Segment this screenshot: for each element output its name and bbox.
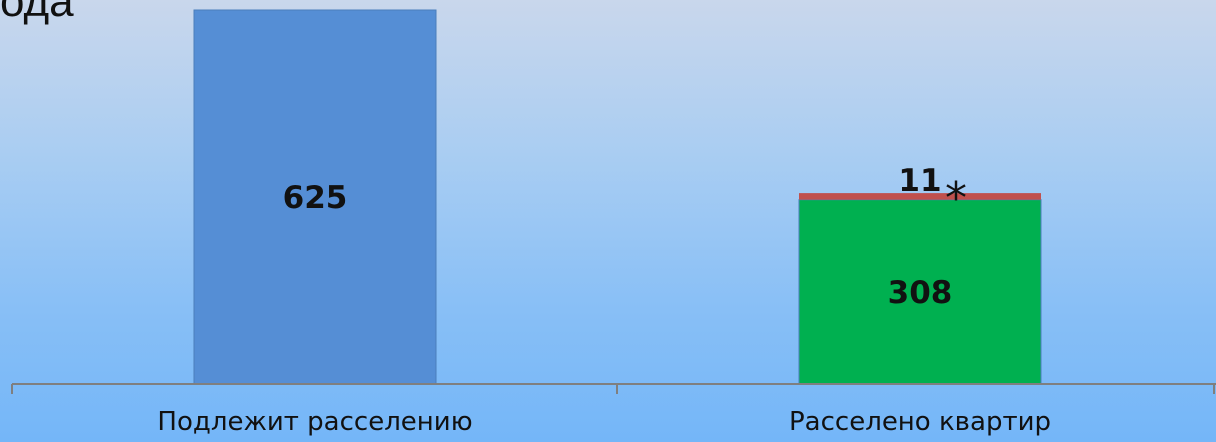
category-labels: Подлежит расселению Расселено квартир (157, 407, 1051, 437)
labels-layer: 625 308 11 * (283, 163, 967, 311)
data-label-625: 625 (283, 180, 348, 216)
heading-fragment: ода (0, 0, 74, 26)
category-label-1: Подлежит расселению (157, 407, 472, 437)
bars-layer (193, 9, 1042, 385)
data-label-11: 11 (898, 163, 941, 199)
category-label-2: Расселено квартир (789, 407, 1051, 437)
annotation-asterisk: * (945, 173, 967, 224)
bar-2-segment-2 (799, 193, 1041, 200)
bar-2-segment-1 (798, 199, 1042, 385)
bar-1-segment-1 (193, 9, 437, 385)
data-label-308: 308 (888, 275, 953, 311)
